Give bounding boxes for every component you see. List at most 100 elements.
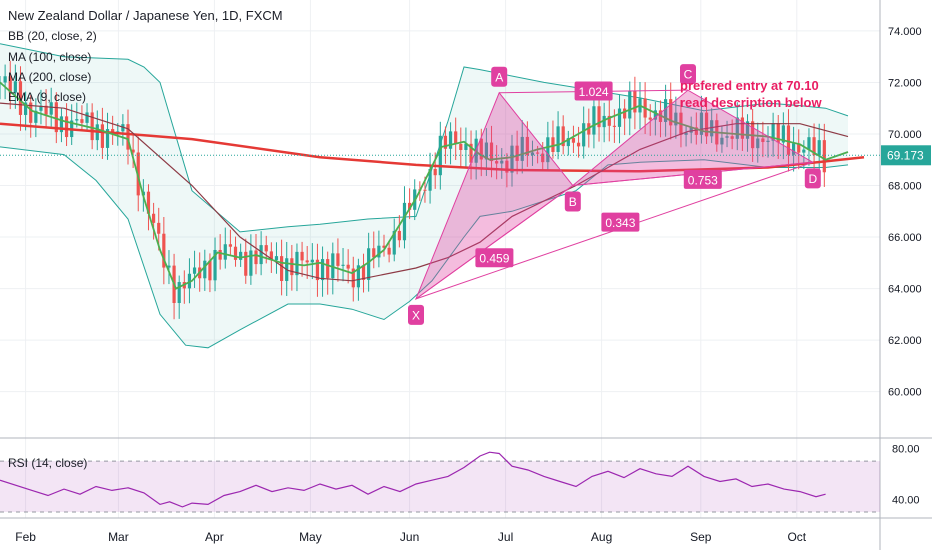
candle-body (454, 131, 458, 144)
candle-body (397, 230, 401, 241)
candle-body (761, 138, 765, 142)
x-tick-label: Jun (400, 530, 419, 544)
candle-body (500, 160, 504, 164)
candle-body (377, 245, 381, 258)
candle-body (49, 102, 53, 115)
candle-body (807, 137, 811, 150)
candle-body (341, 264, 345, 266)
pattern-ratio-badge (475, 248, 514, 268)
candle-body (146, 191, 151, 214)
candle-body (602, 115, 606, 128)
candle-body (177, 282, 181, 304)
candle-body (244, 251, 248, 276)
pattern-ratio-label: 0.343 (605, 216, 635, 230)
candle-body (300, 251, 304, 261)
candle-body (495, 161, 499, 164)
candle-body (797, 143, 801, 153)
candle-body (346, 264, 350, 269)
candle-body (367, 248, 371, 280)
candle-body (387, 247, 391, 255)
candle-body (730, 136, 734, 139)
candle-body (295, 251, 299, 276)
pattern-point-badge (564, 191, 581, 212)
legend-ema9: EMA (9, close) (8, 90, 87, 104)
candle-body (157, 222, 161, 234)
candle-body (689, 127, 693, 133)
candle-body (566, 138, 570, 147)
candle-body (745, 121, 750, 139)
y-tick-label: 60.000 (888, 387, 922, 399)
candle-body (756, 138, 760, 149)
bollinger-lower-line (0, 146, 849, 349)
candle-body (428, 168, 432, 191)
pattern-ratio-badge (574, 81, 613, 101)
candle-body (239, 251, 243, 260)
candle-body (479, 138, 483, 160)
candle-body (664, 99, 668, 122)
candle-body (623, 108, 627, 119)
candle-body (740, 117, 744, 139)
rsi-pane: 40.00 80.00 (0, 443, 920, 513)
chart-title: New Zealand Dollar / Japanese Yen, 1D, F… (8, 8, 283, 23)
candle-body (320, 259, 325, 281)
legend-ma200: MA (200, close) (8, 70, 92, 84)
pattern-point-badge (804, 168, 821, 189)
candle-body (233, 246, 238, 260)
candle-body (372, 248, 376, 258)
candle-body (152, 213, 156, 223)
candle-body (280, 256, 284, 281)
candle-body (310, 259, 314, 263)
pattern-connector (415, 185, 574, 300)
x-tick-label: Feb (15, 530, 36, 544)
candle-body (254, 250, 258, 265)
candle-body (34, 110, 38, 123)
legend-bb: BB (20, close, 2) (8, 29, 97, 43)
candle-body (792, 143, 796, 155)
candle-body (8, 76, 12, 93)
candle-body (817, 140, 821, 156)
candle-body (628, 90, 632, 119)
candle-body (326, 259, 330, 279)
candle-body (18, 81, 23, 115)
ema9-line (0, 81, 849, 290)
bollinger-band-fill (0, 43, 849, 349)
x-tick-label: May (299, 530, 322, 544)
candle-body (203, 260, 207, 279)
candle-body (208, 260, 212, 281)
candle-body (167, 265, 171, 268)
candle-body (556, 126, 560, 152)
candle-body (228, 244, 232, 247)
candle-body (704, 112, 709, 137)
ma200-line (0, 122, 865, 173)
candle-body (571, 138, 576, 143)
candle-body (607, 115, 611, 126)
y-tick-label: 66.000 (888, 232, 922, 244)
candle-body (100, 124, 104, 148)
candle-body (720, 137, 724, 145)
candle-body (505, 160, 509, 173)
candle-body (597, 106, 601, 128)
rsi-label: RSI (14, close) (8, 456, 88, 470)
pattern-point-label: X (412, 308, 420, 322)
candle-body (111, 129, 115, 133)
description-note: read description below (680, 95, 822, 110)
pattern-ratio-label: 1.024 (579, 85, 609, 99)
pattern-point-label: D (808, 172, 817, 186)
candle-body (402, 202, 407, 241)
candle-body (24, 102, 28, 115)
y-tick-label: 74.000 (888, 26, 922, 38)
last-price-badge (881, 145, 931, 166)
candle-body (315, 259, 320, 281)
candle-body (392, 230, 396, 255)
candle-body (510, 145, 514, 173)
candle-body (541, 153, 545, 163)
candle-body (459, 143, 463, 150)
pattern-point-badge (680, 64, 696, 85)
pattern-ratio-label: 0.459 (479, 252, 509, 266)
candle-body (725, 136, 729, 138)
rsi-line (0, 451, 826, 508)
candle-body (64, 116, 69, 138)
candle-body (351, 268, 355, 288)
